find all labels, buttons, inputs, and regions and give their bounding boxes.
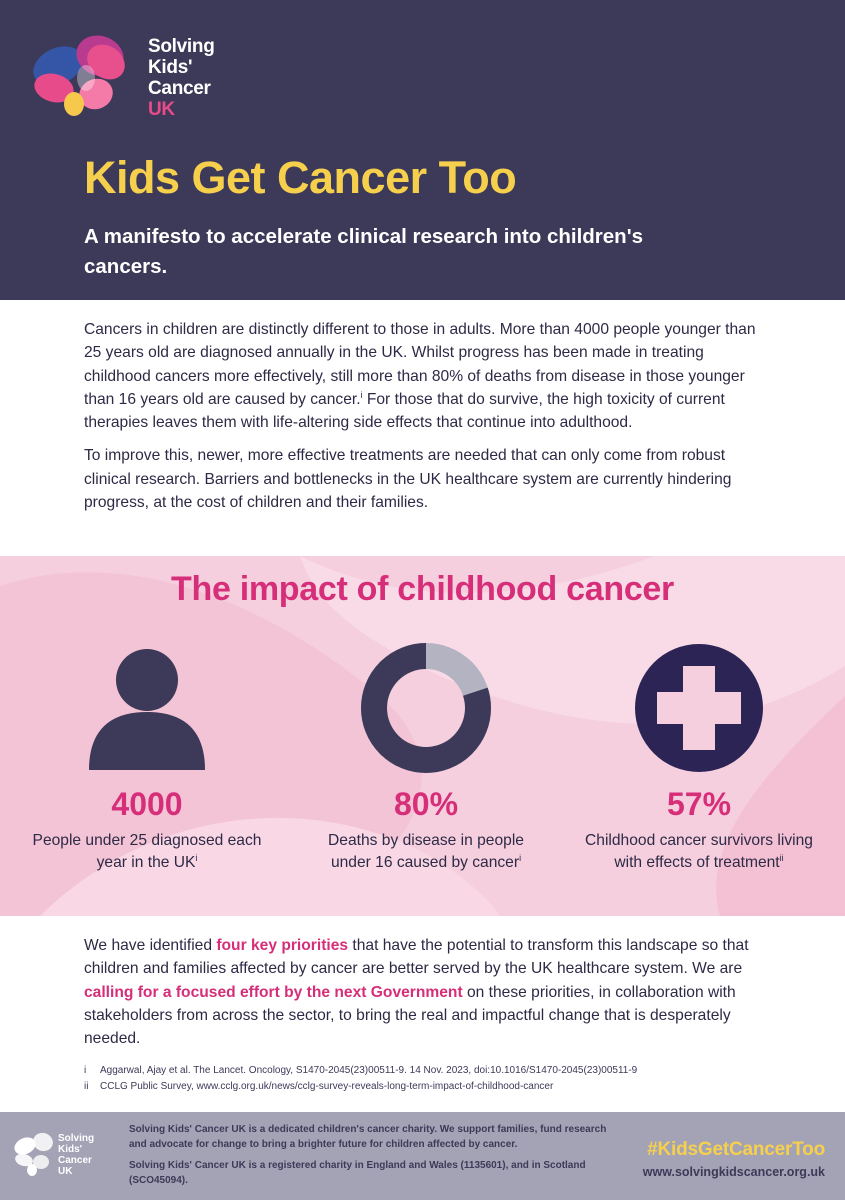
footer-about-text: Solving Kids' Cancer UK is a dedicated c… (129, 1124, 607, 1150)
reference-number: i (84, 1065, 87, 1076)
reference-item: i Aggarwal, Ajay et al. The Lancet. Oncol… (84, 1063, 784, 1079)
stat-value: 57% (666, 786, 732, 822)
references-list: i Aggarwal, Ajay et al. The Lancet. Oncol… (84, 1063, 784, 1095)
intro-p1-main: Cancers in children are distinctly diffe… (84, 321, 756, 408)
butterfly-logo-icon (14, 1132, 53, 1176)
footnote-marker: i (360, 389, 363, 400)
donut-value-arc (361, 643, 491, 773)
footer-logo: Solving Kids' Cancer UK (12, 1126, 122, 1186)
stat-description-text: Childhood cancer survivors living with e… (585, 832, 813, 871)
footer-charity-info: Solving Kids' Cancer UK is a dedicated c… (129, 1122, 619, 1194)
logo-line-3: Cancer (148, 78, 211, 99)
reference-text: CCLG Public Survey, www.cclg.org.uk/news… (100, 1081, 554, 1092)
footer-logo-wordmark: Solving Kids' Cancer UK (58, 1133, 94, 1177)
stat-description: People under 25 diagnosed each year in t… (32, 830, 262, 874)
impact-title: The impact of childhood cancer (171, 570, 674, 608)
logo-line-3: Cancer (58, 1155, 92, 1166)
cta-text-2: that have the potential to transform thi… (84, 937, 749, 978)
logo-line-4: UK (148, 99, 175, 120)
stat-description: Deaths by disease in people under 16 cau… (311, 830, 541, 874)
butterfly-logo-icon (33, 35, 125, 116)
footnote-marker: i (519, 852, 522, 863)
logo-wordmark: Solving Kids' Cancer UK (148, 36, 215, 120)
stat-card-survivors: 57% Childhood cancer survivors living wi… (584, 642, 814, 874)
footer-registration-text: Solving Kids' Cancer UK is a registered … (129, 1160, 586, 1186)
cta-text-1: We have identified (84, 937, 217, 954)
stat-card-deaths: 80% Deaths by disease in people under 16… (311, 642, 541, 874)
medical-cross-icon (635, 644, 763, 772)
stat-card-diagnosed: 4000 People under 25 diagnosed each year… (32, 642, 262, 874)
logo-line-4: UK (58, 1166, 73, 1177)
intro-paragraph-2: To improve this, newer, more effective t… (84, 447, 732, 512)
logo-line-1: Solving (148, 36, 215, 57)
page-subtitle: A manifesto to accelerate clinical resea… (84, 225, 643, 278)
stat-description-text: People under 25 diagnosed each year in t… (32, 832, 262, 871)
cta-highlight-government: calling for a focused effort by the next… (84, 983, 463, 1001)
stat-value: 80% (393, 786, 459, 822)
campaign-hashtag: #KidsGetCancerToo (647, 1139, 825, 1160)
cta-highlight-priorities: four key priorities (216, 937, 349, 954)
stat-description: Childhood cancer survivors living with e… (584, 830, 814, 874)
header-banner: Solving Kids' Cancer UK Kids Get Cancer … (0, 0, 845, 300)
stat-value: 4000 (111, 786, 183, 822)
intro-p1-rest: For those that do survive, the high toxi… (84, 390, 725, 432)
page-title: Kids Get Cancer Too (84, 152, 517, 203)
reference-text: Aggarwal, Ajay et al. The Lancet. Oncolo… (100, 1065, 638, 1076)
logo-line-2: Kids' (58, 1144, 83, 1155)
person-icon (89, 649, 205, 770)
logo-line-2: Kids' (148, 57, 193, 78)
footer-bar: Solving Kids' Cancer UK Solving Kids' Ca… (0, 1112, 845, 1200)
call-to-action-paragraph: We have identified four key priorities t… (84, 934, 774, 1050)
footnote-marker: ii (779, 852, 784, 863)
intro-paragraph-1: Cancers in children are distinctly diffe… (84, 318, 774, 434)
reference-item: ii CCLG Public Survey, www.cclg.org.uk/ne… (84, 1079, 784, 1095)
donut-chart-icon (361, 643, 491, 773)
brand-logo: Solving Kids' Cancer UK (28, 26, 328, 126)
reference-number: ii (84, 1081, 89, 1092)
cta-text-3: on these priorities, in collaboration wi… (84, 983, 736, 1048)
footnote-marker: i (195, 852, 198, 863)
stat-description-text: Deaths by disease in people under 16 cau… (328, 832, 524, 871)
website-link[interactable]: www.solvingkidscancer.org.uk (642, 1165, 825, 1179)
intro-section: Cancers in children are distinctly diffe… (84, 318, 774, 524)
logo-line-1: Solving (58, 1133, 95, 1144)
